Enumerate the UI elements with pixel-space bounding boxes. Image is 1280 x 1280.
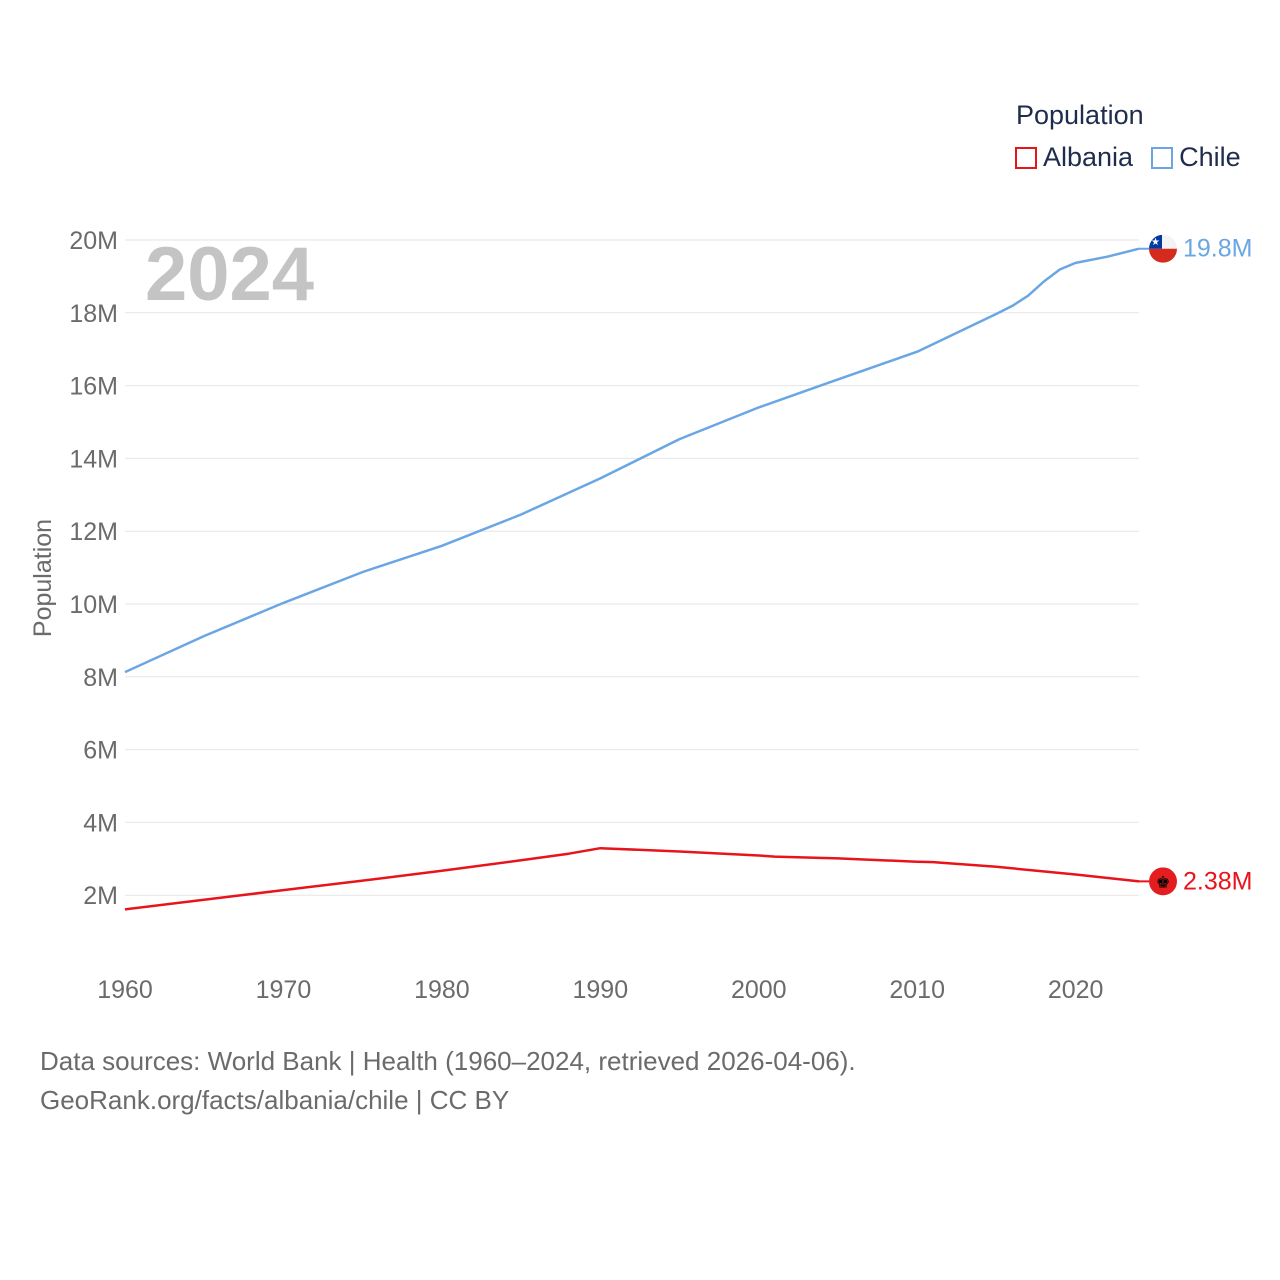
legend-swatch-chile	[1151, 146, 1174, 169]
end-label-albania: 2.38M	[1183, 867, 1252, 895]
footer: Data sources: World Bank | Health (1960–…	[40, 1042, 856, 1120]
y-tick-label: 18M	[69, 300, 118, 328]
year-label: 2024	[145, 232, 314, 317]
y-tick-label: 8M	[83, 664, 118, 692]
x-tick-label: 1980	[414, 976, 470, 1004]
legend-label-albania: Albania	[1043, 142, 1134, 172]
x-tick-label: 2010	[889, 976, 945, 1004]
series-line-albania[interactable]	[124, 846, 1140, 911]
source-line: Data sources: World Bank | Health (1960–…	[40, 1046, 856, 1076]
svg-text:♚: ♚	[1156, 874, 1170, 891]
x-axis-ticks: 1960 1970 1980 1990 2000 2010 2020	[97, 976, 1103, 1004]
x-tick-label: 1960	[97, 976, 153, 1004]
legend-swatch-albania	[1015, 146, 1037, 169]
legend-label-chile: Chile	[1179, 142, 1241, 172]
source-link[interactable]: GeoRank.org/facts/albania/chile | CC BY	[40, 1085, 510, 1115]
x-tick-label: 2000	[731, 976, 787, 1004]
series-line-chile[interactable]	[124, 247, 1140, 674]
y-axis-ticks: 2M 4M 6M 8M 10M 12M 14M 16M 18M 20M	[69, 227, 118, 910]
y-tick-label: 20M	[69, 227, 118, 255]
albania-flag-icon: ♚	[1149, 867, 1177, 896]
x-tick-label: 2020	[1048, 976, 1104, 1004]
y-axis-label: Population	[29, 519, 57, 637]
legend-entry-chile[interactable]: Chile	[1151, 142, 1241, 173]
gridlines	[125, 239, 1139, 896]
end-markers: ♚ 2.38M ★ 19.8M	[1139, 234, 1252, 896]
legend-title: Population	[1016, 100, 1144, 130]
y-tick-label: 14M	[69, 445, 118, 473]
legend-entry-albania[interactable]: Albania	[1015, 142, 1133, 173]
y-tick-label: 6M	[83, 737, 118, 765]
y-tick-label: 2M	[83, 882, 118, 910]
svg-text:★: ★	[1151, 237, 1160, 248]
x-tick-label: 1970	[256, 976, 312, 1004]
chile-flag-icon: ★	[1149, 234, 1177, 263]
y-tick-label: 10M	[69, 591, 118, 619]
legend: Albania Chile	[1015, 142, 1259, 173]
y-tick-label: 4M	[83, 809, 118, 837]
series-layer	[124, 247, 1140, 911]
end-label-chile: 19.8M	[1183, 235, 1252, 263]
y-tick-label: 16M	[69, 373, 118, 401]
x-tick-label: 1990	[573, 976, 629, 1004]
y-tick-label: 12M	[69, 518, 118, 546]
